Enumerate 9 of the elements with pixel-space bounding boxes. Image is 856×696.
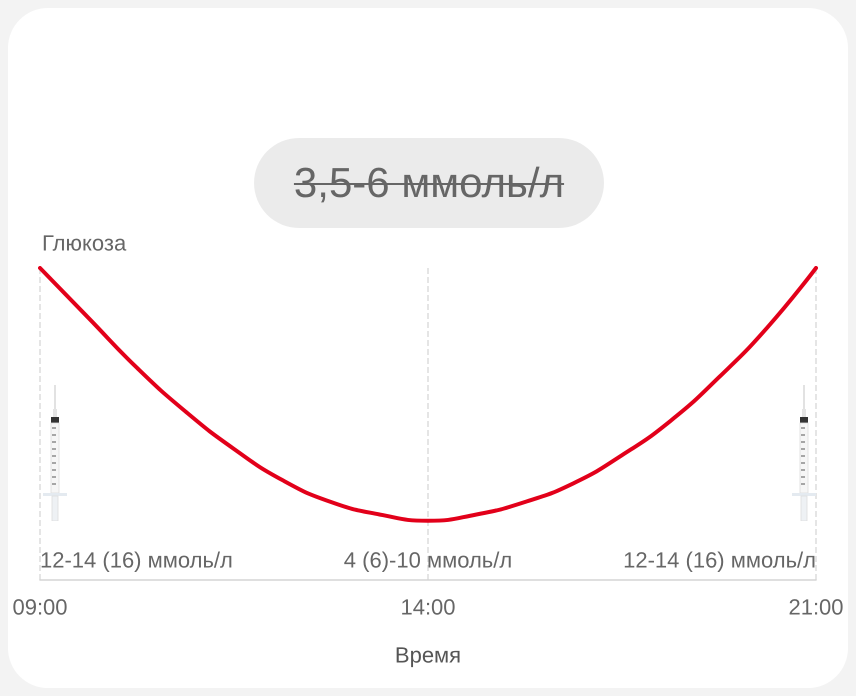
annotation: 4 (6)-10 ммоль/л <box>344 548 512 572</box>
chart-title: 3,5-6 ммоль/л <box>254 138 604 228</box>
x-tick-label: 14:00 <box>400 594 456 620</box>
y-axis-title: Глюкоза <box>42 230 127 256</box>
x-tick-label: 09:00 <box>12 594 68 620</box>
x-tick-label: 21:00 <box>788 594 844 620</box>
annotation: 12-14 (16) ммоль/л <box>623 548 816 572</box>
annotation: 12-14 (16) ммоль/л <box>40 548 233 572</box>
x-axis-title: Время <box>394 642 462 668</box>
